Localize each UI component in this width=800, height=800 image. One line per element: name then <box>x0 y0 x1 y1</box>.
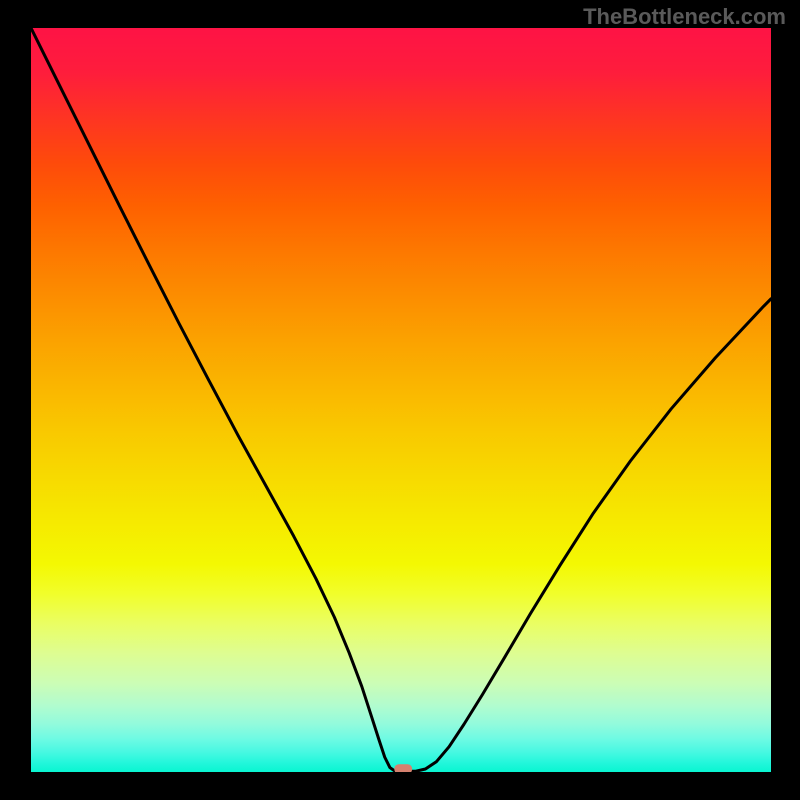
plot-svg <box>31 28 771 772</box>
minimum-marker <box>394 764 412 772</box>
plot-background <box>31 28 771 772</box>
bottleneck-curve-plot <box>31 28 771 772</box>
chart-container: { "watermark": { "text": "TheBottleneck.… <box>0 0 800 800</box>
watermark-text: TheBottleneck.com <box>583 4 786 30</box>
